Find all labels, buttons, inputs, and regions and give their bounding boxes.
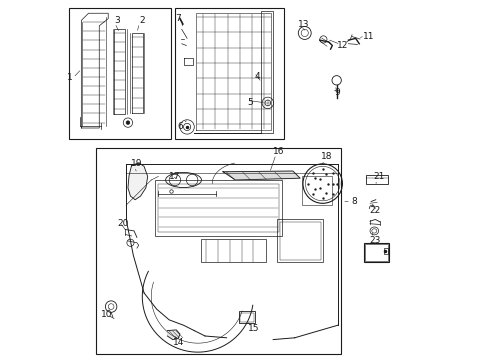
Text: 15: 15 [247,324,259,333]
Bar [240,313,254,322]
Text: 23: 23 [369,237,380,246]
Bar [364,244,387,261]
Text: 18: 18 [321,152,332,161]
Bar [155,180,282,235]
Text: 7: 7 [175,14,181,23]
Bar [96,148,341,354]
Text: 13: 13 [297,19,309,28]
Polygon shape [128,163,147,200]
Text: 12: 12 [337,41,348,50]
Text: 21: 21 [372,172,384,181]
Bar [69,8,171,139]
Bar [301,176,332,205]
Text: 1: 1 [67,73,73,82]
Bar [279,222,320,260]
Bar [276,220,323,262]
Polygon shape [167,330,180,339]
Text: 5: 5 [246,98,252,107]
Text: 17: 17 [168,172,180,181]
Bar [174,8,284,139]
Polygon shape [223,171,300,180]
Text: 11: 11 [362,32,373,41]
Bar [201,239,265,262]
Circle shape [126,121,129,125]
Text: 8: 8 [350,197,356,206]
Bar [383,248,387,253]
Text: 4: 4 [254,72,259,81]
Bar [366,175,387,184]
Bar [239,311,255,323]
Text: 22: 22 [369,206,380,215]
Text: 2: 2 [139,16,145,25]
Bar [363,243,388,262]
Text: 6: 6 [177,122,183,131]
Text: 16: 16 [272,147,284,156]
Text: 10: 10 [101,310,112,319]
Text: 19: 19 [131,159,142,168]
Bar [158,184,278,232]
Text: 14: 14 [172,338,183,347]
Text: 3: 3 [114,16,120,25]
Text: 9: 9 [334,87,340,96]
Text: 20: 20 [117,219,128,228]
